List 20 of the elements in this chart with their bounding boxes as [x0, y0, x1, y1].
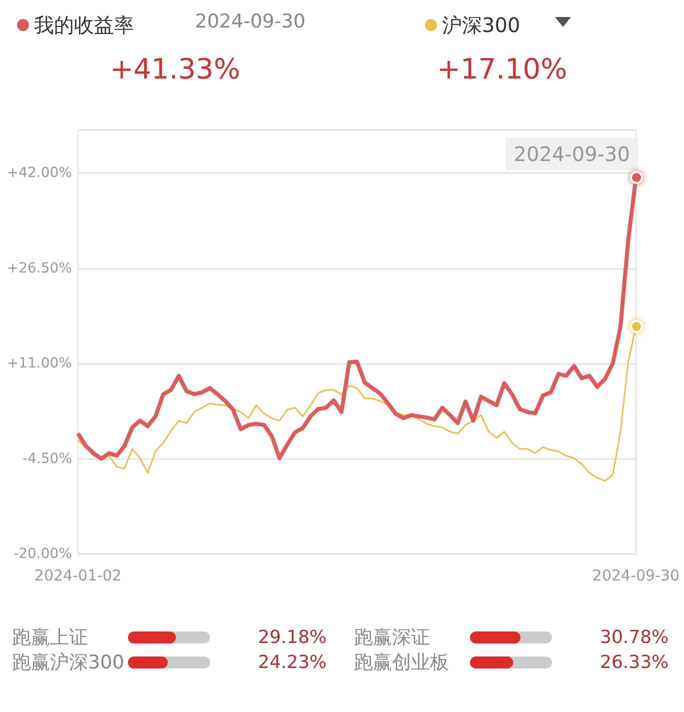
legend-label: 沪深300: [442, 13, 520, 37]
data-label: 24.23%: [258, 652, 327, 673]
y-tick-label: 跑赢沪深300: [12, 652, 124, 674]
y-tick-label: +42.00%: [6, 165, 72, 182]
y-tick-label: +26.50%: [6, 260, 72, 276]
data-label: 26.33%: [600, 652, 669, 673]
text: 2024-09-30: [195, 10, 306, 32]
y-tick-label: 跑赢创业板: [354, 652, 449, 674]
y-tick-label: +11.00%: [6, 356, 72, 372]
x-tick-label: 2024-01-02: [34, 566, 122, 584]
y-tick-label: 跑赢深证: [354, 626, 430, 648]
data-label: 30.78%: [600, 627, 669, 648]
y-tick-label: -20.00%: [14, 546, 72, 562]
text: +41.33%: [110, 52, 240, 86]
y-tick-label: 跑赢上证: [12, 626, 88, 648]
legend-label: 我的收益率: [34, 13, 134, 37]
text: +17.10%: [437, 52, 568, 86]
data-label: 29.18%: [258, 627, 327, 648]
annotation: 2024-09-30: [514, 142, 630, 166]
y-tick-label: -4.50%: [22, 450, 72, 467]
